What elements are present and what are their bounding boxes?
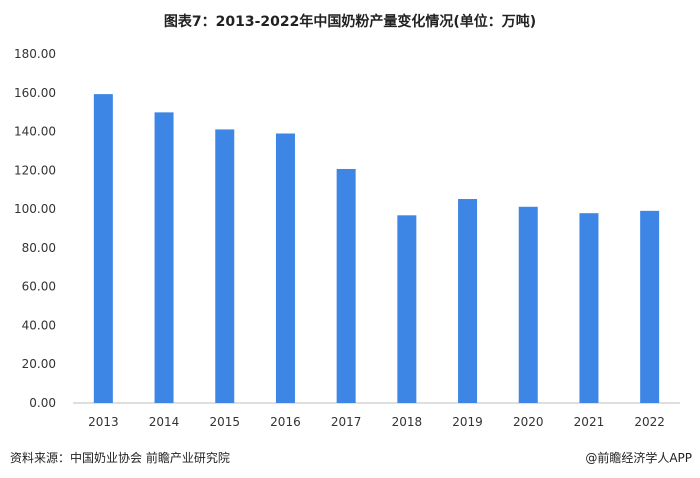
bar-2014	[154, 112, 174, 403]
bar-2015	[215, 129, 235, 403]
bar-2019	[458, 199, 478, 403]
y-tick-label: 40.00	[22, 318, 56, 332]
bar-2013	[93, 94, 113, 403]
y-tick-label: 0.00	[29, 396, 56, 410]
x-axis-ticks: 2013 2014 2015 2016 2017 2018 2019 2020 2021 2022	[88, 415, 665, 429]
credit-note: @前瞻经济学人APP	[585, 451, 692, 465]
x-tick-label: 2015	[209, 415, 240, 429]
y-tick-label: 60.00	[22, 280, 56, 294]
bar-2017	[336, 168, 356, 403]
bar-2021	[579, 213, 599, 403]
y-tick-label: 100.00	[14, 202, 56, 216]
y-tick-label: 180.00	[14, 47, 56, 61]
y-tick-label: 140.00	[14, 125, 56, 139]
y-tick-label: 120.00	[14, 163, 56, 177]
x-tick-label: 2017	[331, 415, 362, 429]
source-note: 资料来源：中国奶业协会 前瞻产业研究院	[10, 451, 230, 465]
y-tick-label: 160.00	[14, 86, 56, 100]
x-tick-label: 2022	[634, 415, 665, 429]
x-tick-label: 2019	[452, 415, 483, 429]
bars	[93, 94, 660, 403]
x-tick-label: 2020	[513, 415, 544, 429]
x-tick-label: 2018	[392, 415, 423, 429]
bar-2022	[640, 210, 660, 403]
x-tick-label: 2013	[88, 415, 119, 429]
y-tick-label: 80.00	[22, 241, 56, 255]
x-tick-label: 2021	[574, 415, 605, 429]
x-tick-label: 2016	[270, 415, 301, 429]
bar-2018	[397, 215, 417, 403]
y-axis-ticks: 0.00 20.00 40.00 60.00 80.00 100.00 120.00 140.…	[14, 47, 56, 410]
y-tick-label: 20.00	[22, 357, 56, 371]
chart-title: 图表7：2013-2022年中国奶粉产量变化情况(单位：万吨)	[163, 14, 537, 30]
bar-2020	[518, 206, 538, 403]
bar-2016	[275, 133, 295, 403]
x-tick-label: 2014	[149, 415, 180, 429]
